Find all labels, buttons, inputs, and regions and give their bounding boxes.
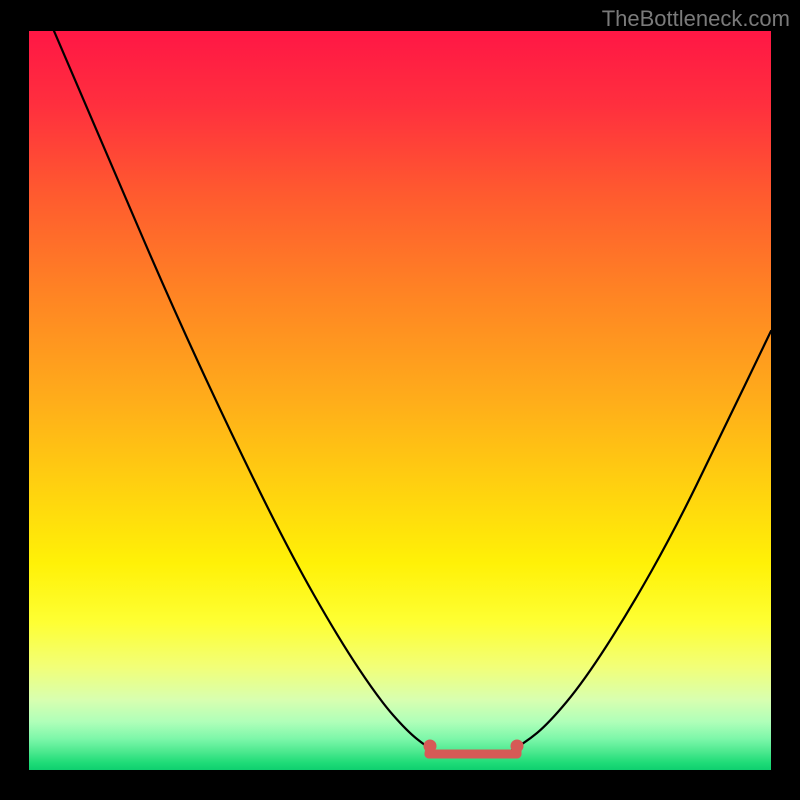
highlight-inner-dot xyxy=(458,752,464,758)
highlight-inner-dot xyxy=(500,752,506,758)
bottleneck-chart-svg xyxy=(0,0,800,800)
highlight-inner-dot xyxy=(486,752,492,758)
highlight-end-right xyxy=(511,740,524,753)
highlight-end-left xyxy=(424,740,437,753)
highlight-inner-dot xyxy=(472,752,478,758)
highlight-inner-dot xyxy=(444,752,450,758)
chart-stage: TheBottleneck.com xyxy=(0,0,800,800)
